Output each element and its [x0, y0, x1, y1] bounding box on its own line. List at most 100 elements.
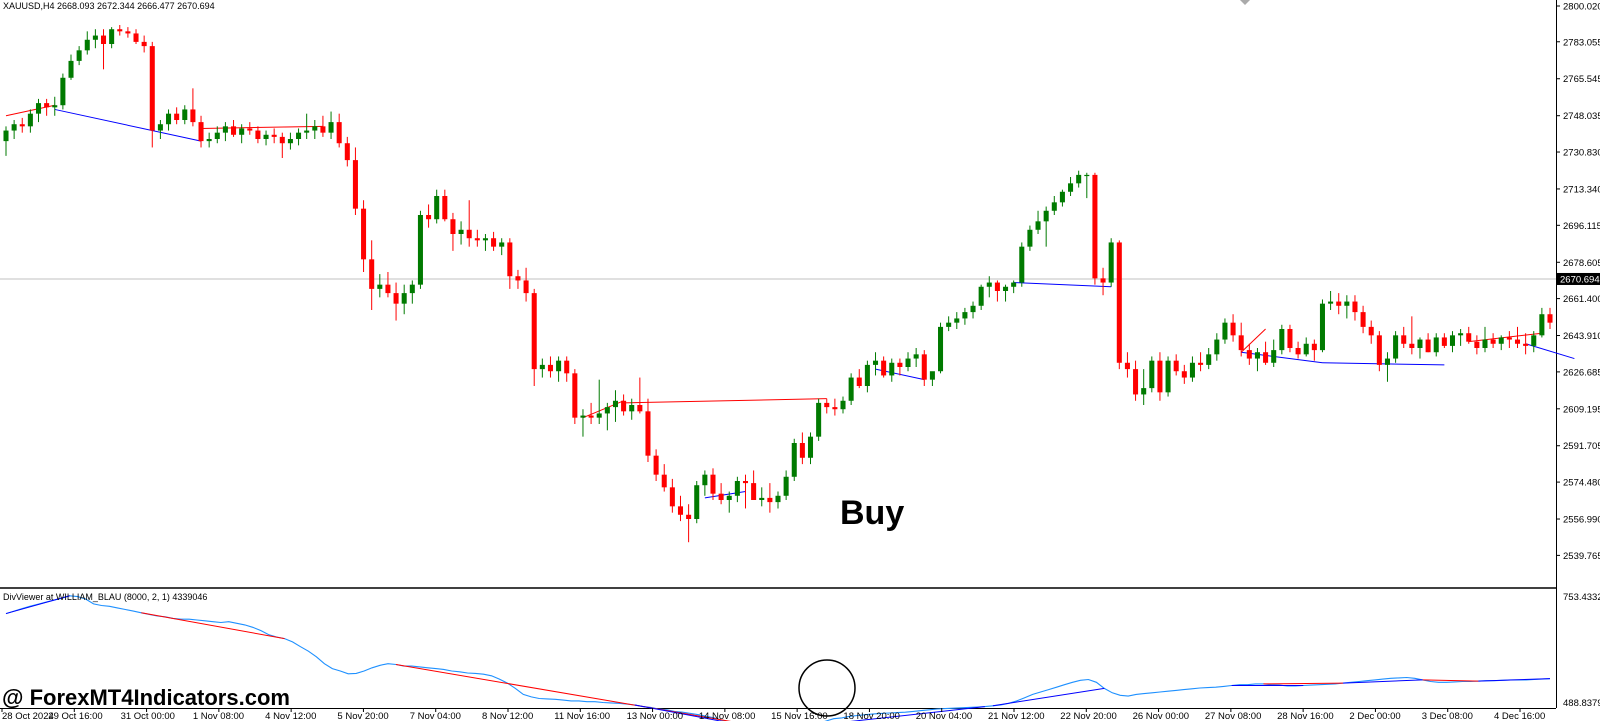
candle-body — [466, 229, 472, 239]
time-tick-label: 28 Oct 2024 — [2, 711, 54, 721]
time-tick-label: 21 Nov 12:00 — [988, 711, 1045, 721]
candle-body — [938, 326, 944, 372]
candle-body — [344, 143, 350, 161]
candle-body — [426, 215, 432, 220]
time-tick-label: 4 Nov 12:00 — [265, 711, 316, 721]
candle-body — [1043, 210, 1049, 222]
candle-body — [994, 282, 1000, 291]
candle-body — [1238, 335, 1244, 351]
candle-body — [621, 400, 627, 412]
candle-body — [239, 128, 245, 135]
candle-body — [1319, 303, 1325, 351]
price-tick-label: 2661.400 — [1563, 294, 1600, 305]
candle-body — [35, 103, 42, 114]
candle-body — [1165, 360, 1171, 393]
candle-body — [881, 360, 887, 376]
candle-body — [60, 77, 66, 106]
candle-body — [588, 415, 594, 418]
candle-body — [434, 196, 440, 220]
candle-body — [385, 284, 391, 294]
time-tick-label: 5 Nov 20:00 — [337, 711, 388, 721]
candle-body — [978, 286, 984, 306]
candle-body — [1173, 360, 1179, 372]
candle-body — [1149, 360, 1155, 389]
time-tick-label: 31 Oct 00:00 — [121, 711, 175, 721]
candle-body — [1035, 221, 1041, 230]
divergence-line — [201, 125, 323, 129]
candles — [3, 25, 1553, 543]
candle-body — [718, 493, 724, 500]
candle-body — [279, 136, 285, 144]
candle-body — [1393, 335, 1399, 359]
candle-body — [361, 208, 367, 260]
candle-body — [1523, 343, 1529, 346]
candle-body — [1206, 354, 1212, 365]
candle-body — [1084, 174, 1090, 177]
indicator-divergence-line — [1422, 679, 1479, 682]
candle-body — [1051, 202, 1057, 211]
candle-body — [694, 485, 700, 519]
candle-body — [864, 364, 870, 386]
price-tick-label: 2765.545 — [1563, 74, 1600, 85]
candle-body — [807, 436, 814, 458]
candle-body — [677, 506, 684, 515]
candle-body — [1547, 314, 1553, 323]
candle-body — [304, 130, 310, 133]
candle-body — [539, 364, 545, 370]
candle-body — [824, 402, 830, 408]
candle-body — [515, 276, 521, 281]
price-tick-label: 2591.705 — [1563, 441, 1600, 452]
candle-body — [962, 312, 968, 319]
indicator-divergence-line — [992, 687, 1105, 707]
time-tick-label: 13 Nov 00:00 — [627, 711, 684, 721]
candle-body — [1157, 360, 1163, 393]
candle-body — [1068, 183, 1074, 192]
candle-body — [52, 105, 58, 108]
candle-body — [1263, 352, 1269, 363]
time-tick-label: 26 Nov 00:00 — [1133, 711, 1190, 721]
indicator-divergence-line — [850, 706, 985, 721]
candle-body — [206, 139, 212, 142]
candle-body — [450, 219, 456, 234]
candle-body — [913, 354, 919, 359]
candle-body — [596, 413, 602, 418]
indicator-divergence-line — [634, 704, 723, 721]
candle-body — [141, 41, 147, 47]
candle-body — [1466, 333, 1472, 342]
price-tick-label: 2574.480 — [1563, 478, 1600, 489]
scroll-marker-icon[interactable] — [1240, 0, 1250, 5]
indicator-divergence-line — [395, 664, 732, 721]
candle-body — [377, 284, 383, 289]
candle-body — [1336, 301, 1342, 306]
candle-body — [547, 364, 553, 372]
divergence-line — [1322, 362, 1445, 366]
candle-body — [872, 360, 879, 365]
candle-body — [767, 497, 773, 503]
candle-body — [531, 293, 537, 370]
candle-body — [312, 126, 318, 131]
candle-body — [1181, 371, 1187, 378]
candle-body — [499, 242, 505, 247]
indicator-divergence-line — [141, 612, 285, 640]
candle-body — [1531, 335, 1537, 346]
candle-body — [832, 407, 838, 410]
price-tick-label: 2783.055 — [1563, 37, 1600, 48]
time-tick-label: 22 Nov 20:00 — [1060, 711, 1117, 721]
candle-body — [166, 113, 172, 125]
indicator-divergence-line — [1263, 682, 1344, 685]
candle-body — [751, 483, 757, 500]
candle-body — [174, 113, 180, 120]
candle-body — [507, 242, 513, 277]
candle-body — [1417, 339, 1423, 348]
candle-body — [1027, 229, 1033, 247]
candle-body — [287, 139, 293, 144]
candle-body — [1360, 312, 1366, 327]
indicator-pane — [5, 595, 1551, 721]
candle-body — [125, 31, 131, 34]
divergence-line — [1240, 328, 1266, 353]
candle-body — [1230, 322, 1236, 336]
price-axis: 2800.020 2783.055 2765.545 2748.035 2730.830… — [1556, 2, 1600, 562]
candle-body — [27, 113, 33, 127]
indicator-axis: 753.4332 488.8379 — [1563, 592, 1600, 709]
